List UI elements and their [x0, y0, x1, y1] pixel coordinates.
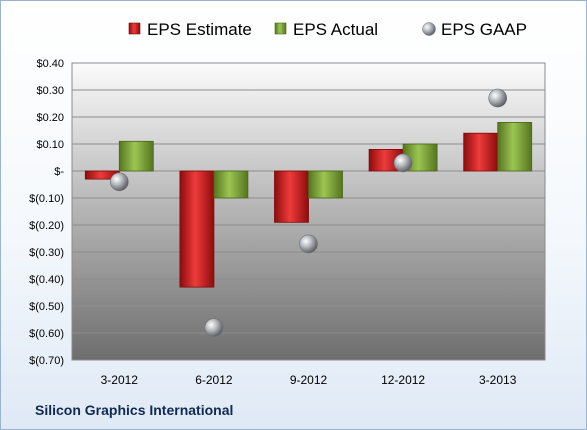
x-tick-label: 3-2012	[101, 373, 139, 387]
legend: EPS Estimate EPS Actual EPS GAAP	[128, 20, 527, 39]
x-tick-label: 6-2012	[195, 373, 233, 387]
marker-eps-gaap	[110, 172, 129, 192]
marker-eps-gaap	[488, 88, 508, 108]
gridlines	[72, 62, 545, 361]
y-tick-label: $(0.40)	[29, 274, 64, 286]
x-tick-label: 12-2012	[381, 373, 425, 387]
x-axis: 3-2012 6-2012 9-2012 12-2012 3-2013	[101, 373, 517, 387]
legend-swatch	[274, 22, 287, 35]
x-tick-label: 3-2013	[479, 373, 517, 387]
y-axis: $0.40 $0.30 $0.20 $0.10 $- $(0.10) $(0.20) $(0.…	[29, 58, 64, 367]
y-tick-label: $(0.20)	[29, 220, 64, 232]
y-tick-label: $0.10	[36, 139, 64, 151]
y-tick-label: $0.40	[36, 58, 64, 70]
marker-eps-gaap	[299, 234, 318, 254]
y-tick-label: $(0.70)	[29, 355, 64, 367]
gaap-markers	[110, 88, 508, 337]
bar-eps-actual	[308, 170, 343, 199]
bar-eps-estimate	[463, 132, 499, 172]
marker-eps-gaap	[204, 318, 224, 337]
y-tick-label: $0.30	[36, 85, 64, 97]
y-tick-label: $(0.10)	[29, 193, 64, 205]
y-tick-label: $(0.60)	[29, 328, 64, 340]
x-tick-label: 9-2012	[290, 373, 328, 387]
y-tick-label: $0.20	[36, 112, 64, 124]
y-tick-label: $(0.30)	[29, 247, 64, 259]
legend-label: EPS Actual	[293, 20, 378, 39]
y-tick-label: $(0.50)	[29, 301, 64, 313]
bar-eps-estimate	[274, 170, 309, 223]
bars	[84, 122, 533, 288]
legend-label: EPS Estimate	[147, 20, 252, 39]
company-name: Silicon Graphics International	[35, 402, 234, 418]
bar-eps-actual	[213, 170, 249, 199]
legend-label: EPS GAAP	[441, 20, 527, 39]
bar-eps-estimate	[179, 170, 215, 288]
marker-eps-gaap	[393, 153, 413, 173]
bar-eps-actual	[118, 140, 154, 172]
y-tick-label: $-	[54, 166, 64, 178]
legend-swatch	[128, 22, 141, 35]
bar-eps-actual	[497, 122, 533, 172]
legend-swatch	[422, 22, 436, 36]
